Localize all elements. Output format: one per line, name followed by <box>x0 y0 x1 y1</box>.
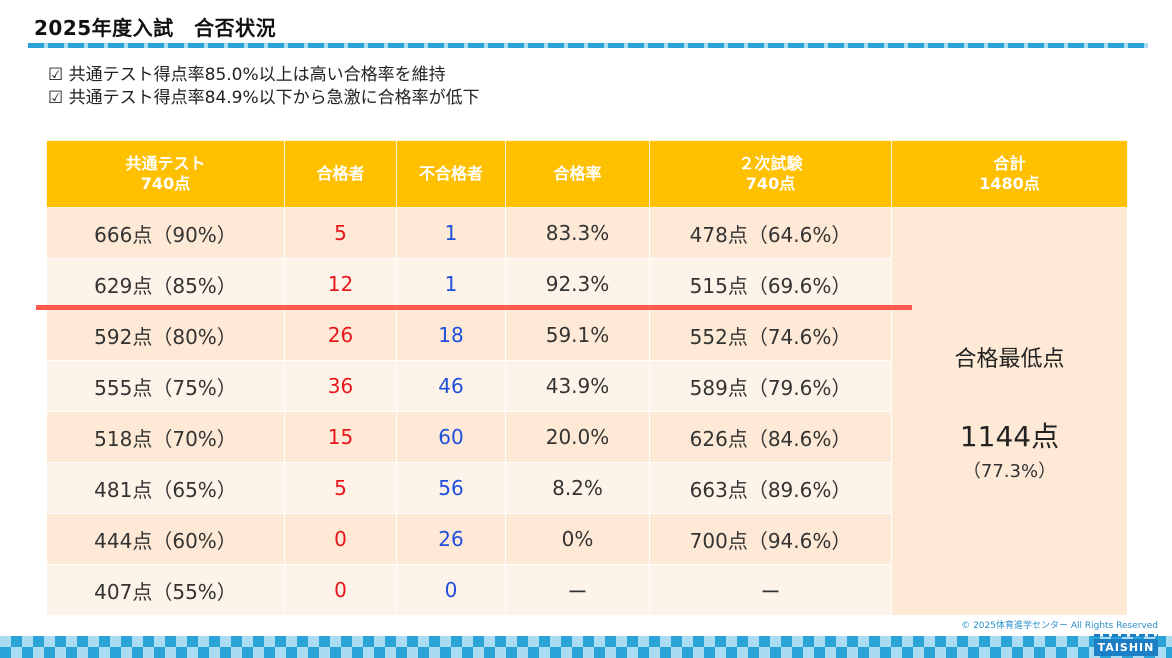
table-row: 629点（85%） 12 1 92.3% 515点（69.6%） <box>46 258 1128 310</box>
cell-failed: 56 <box>396 462 506 514</box>
minimum-pass-percent: （77.3%） <box>962 460 1057 482</box>
results-table: 共通テスト 740点 合格者 不合格者 合格率 ２次試験 740点 合計 1480点 … <box>46 140 1128 616</box>
cell-pass-rate: 43.9% <box>505 360 650 412</box>
table-row: 444点（60%） 0 26 0% 700点（94.6%） <box>46 513 1128 565</box>
cell-passed: 26 <box>284 309 397 361</box>
cell-pass-rate: 92.3% <box>505 258 650 310</box>
cell-second-score: 626点（84.6%） <box>649 411 892 463</box>
cell-second-score: ー <box>649 564 892 616</box>
cell-pass-rate: 8.2% <box>505 462 650 514</box>
cell-passed: 36 <box>284 360 397 412</box>
key-points: ☑ 共通テスト得点率85.0%以上は高い合格率を維持 ☑ 共通テスト得点率84.… <box>48 64 480 110</box>
cell-failed: 0 <box>396 564 506 616</box>
table-row: 407点（55%） 0 0 ー ー <box>46 564 1128 616</box>
cell-passed: 5 <box>284 207 397 259</box>
cell-pass-rate: 59.1% <box>505 309 650 361</box>
cell-common-score: 629点（85%） <box>46 258 285 310</box>
cell-second-score: 663点（89.6%） <box>649 462 892 514</box>
cell-failed: 46 <box>396 360 506 412</box>
cell-pass-rate: 83.3% <box>505 207 650 259</box>
minimum-pass-label: 合格最低点 <box>954 346 1065 372</box>
cell-second-score: 552点（74.6%） <box>649 309 892 361</box>
header-second-exam: ２次試験 740点 <box>649 140 892 208</box>
header-common-test: 共通テスト 740点 <box>46 140 285 208</box>
header-row: 共通テスト 740点 合格者 不合格者 合格率 ２次試験 740点 合計 1480点 <box>46 140 1128 208</box>
cell-common-score: 666点（90%） <box>46 207 285 259</box>
table-row: 666点（90%） 5 1 83.3% 478点（64.6%） 合格最低点 11… <box>46 207 1128 616</box>
cell-failed: 1 <box>396 258 506 310</box>
pass-threshold-line <box>36 305 912 310</box>
cell-passed: 0 <box>284 513 397 565</box>
logo-text: TAISHIN <box>1097 641 1155 654</box>
cell-common-score: 407点（55%） <box>46 564 285 616</box>
header-passed: 合格者 <box>284 140 397 208</box>
title-underline <box>28 43 1148 48</box>
cell-pass-rate: 20.0% <box>505 411 650 463</box>
cell-common-score: 481点（65%） <box>46 462 285 514</box>
cell-second-score: 700点（94.6%） <box>649 513 892 565</box>
cell-common-score: 518点（70%） <box>46 411 285 463</box>
header-total: 合計 1480点 <box>891 140 1128 208</box>
cell-common-score: 444点（60%） <box>46 513 285 565</box>
key-point-2: ☑ 共通テスト得点率84.9%以下から急激に合格率が低下 <box>48 88 480 108</box>
logo-dots <box>1094 634 1158 637</box>
table-row: 592点（80%） 26 18 59.1% 552点（74.6%） <box>46 309 1128 361</box>
header-pass-rate: 合格率 <box>505 140 650 208</box>
cell-pass-rate: 0% <box>505 513 650 565</box>
table-row: 481点（65%） 5 56 8.2% 663点（89.6%） <box>46 462 1128 514</box>
cell-second-score: 589点（79.6%） <box>649 360 892 412</box>
key-point-1: ☑ 共通テスト得点率85.0%以上は高い合格率を維持 <box>48 65 446 85</box>
table-row: 518点（70%） 15 60 20.0% 626点（84.6%） <box>46 411 1128 463</box>
cell-passed: 0 <box>284 564 397 616</box>
taishin-logo: TAISHIN <box>1094 634 1158 656</box>
cell-passed: 12 <box>284 258 397 310</box>
minimum-pass-score-cell: 合格最低点 1144点 （77.3%） <box>891 207 1128 616</box>
cell-failed: 60 <box>396 411 506 463</box>
cell-failed: 1 <box>396 207 506 259</box>
page-title: 2025年度入試 合否状況 <box>34 16 277 40</box>
cell-failed: 26 <box>396 513 506 565</box>
table-row: 555点（75%） 36 46 43.9% 589点（79.6%） <box>46 360 1128 412</box>
copyright-notice: © 2025体育進学センター All Rights Reserved <box>961 621 1158 631</box>
cell-common-score: 592点（80%） <box>46 309 285 361</box>
cell-common-score: 555点（75%） <box>46 360 285 412</box>
cell-second-score: 515点（69.6%） <box>649 258 892 310</box>
cell-passed: 15 <box>284 411 397 463</box>
cell-pass-rate: ー <box>505 564 650 616</box>
header-failed: 不合格者 <box>396 140 506 208</box>
cell-passed: 5 <box>284 462 397 514</box>
footer-checker-band <box>0 636 1172 658</box>
cell-second-score: 478点（64.6%） <box>649 207 892 259</box>
cell-failed: 18 <box>396 309 506 361</box>
minimum-pass-score: 1144点 <box>959 419 1060 453</box>
